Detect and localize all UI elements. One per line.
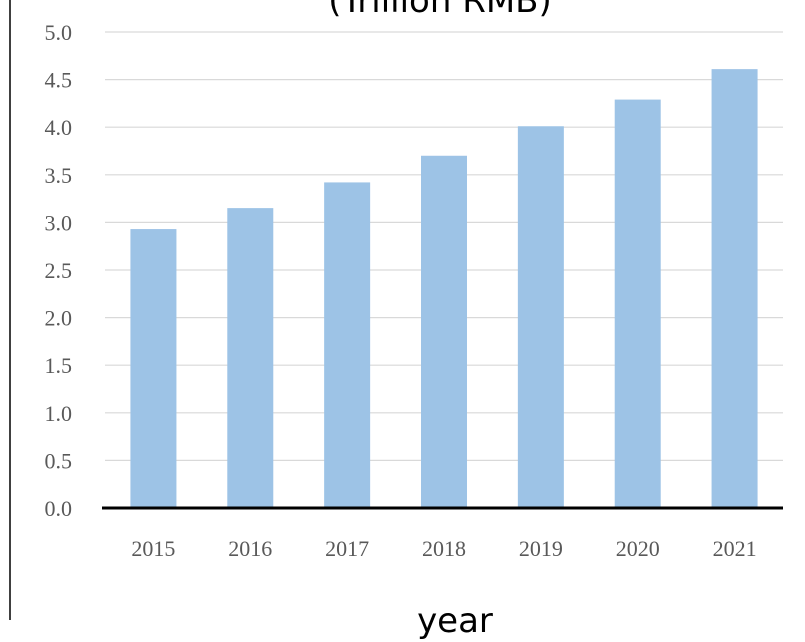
y-tick-label: 1.5: [45, 353, 73, 378]
x-tick-label: 2019: [519, 536, 563, 561]
bar-2016: [227, 208, 274, 508]
y-tick-label: 5.0: [45, 20, 73, 45]
x-tick-label: 2018: [422, 536, 466, 561]
bar-2021: [711, 69, 758, 509]
x-tick-label: 2020: [616, 536, 660, 561]
y-tick-label: 0.5: [45, 448, 73, 473]
y-tick-label: 1.0: [45, 401, 73, 426]
bar-2015: [130, 229, 177, 508]
x-tick-label: 2015: [131, 536, 175, 561]
x-tick-label: 2017: [325, 536, 369, 561]
y-tick-label: 2.5: [45, 258, 73, 283]
bar-2018: [421, 155, 467, 508]
bar-2017: [324, 182, 371, 508]
bars: [130, 69, 758, 509]
y-tick-labels: 0.0 0.5 1.0 1.5 2.0 2.5 3.0 3.5 4.0 4.5 5.0: [45, 20, 73, 521]
y-tick-label: 4.5: [45, 68, 73, 93]
y-tick-label: 4.0: [45, 115, 73, 140]
y-tick-label: 0.0: [45, 496, 73, 521]
x-tick-label: 2021: [713, 536, 757, 561]
bar-2019: [517, 126, 564, 509]
x-tick-labels: 2015 2016 2017 2018 2019 2020 2021: [131, 536, 756, 561]
y-tick-label: 2.0: [45, 306, 73, 331]
y-tick-label: 3.5: [45, 163, 73, 188]
bar-2020: [614, 99, 661, 508]
x-axis-title: year: [417, 601, 493, 641]
chart-title: (Trillion RMB): [328, 0, 552, 21]
y-tick-label: 3.0: [45, 210, 73, 235]
x-tick-label: 2016: [228, 536, 272, 561]
